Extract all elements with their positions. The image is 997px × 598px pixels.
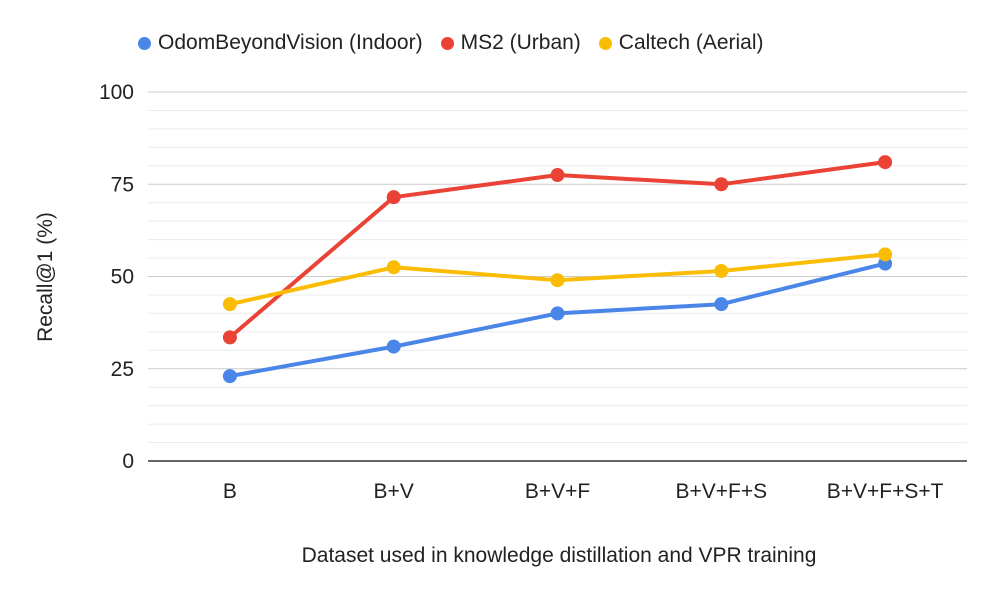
data-point: [386, 190, 401, 205]
y-tick-label: 25: [111, 358, 134, 381]
legend-label-ms2: MS2 (Urban): [460, 31, 581, 54]
data-point: [386, 260, 401, 275]
legend-item-caltech: Caltech (Aerial): [598, 30, 764, 56]
legend-label-odombeyondvision: OdomBeyondVision (Indoor): [158, 31, 423, 54]
x-tick-label: B+V+F+S+T: [827, 480, 944, 503]
legend-item-odombeyondvision: OdomBeyondVision (Indoor): [138, 30, 423, 56]
legend-marker-caltech: [598, 36, 612, 50]
data-point: [222, 369, 237, 384]
data-point: [222, 297, 237, 312]
legend-label-caltech: Caltech (Aerial): [618, 31, 764, 54]
y-tick-label: 50: [111, 266, 134, 289]
data-point: [878, 247, 893, 262]
series-lines: [222, 155, 893, 384]
x-tick-label: B+V+F: [525, 480, 590, 503]
data-point: [386, 339, 401, 354]
y-tick-label: 100: [99, 81, 134, 104]
x-axis-title: Dataset used in knowledge distillation a…: [302, 544, 817, 567]
series-2: [222, 155, 893, 345]
data-point: [550, 273, 565, 288]
chart-legend: OdomBeyondVision (Indoor) MS2 (Urban) Ca…: [138, 30, 764, 56]
legend-item-ms2: MS2 (Urban): [440, 30, 581, 56]
y-axis-title: Recall@1 (%): [34, 212, 57, 342]
y-tick-label: 75: [111, 173, 134, 196]
gridlines: [148, 91, 967, 444]
data-point: [714, 263, 729, 278]
data-point: [714, 297, 729, 312]
x-tick-label: B: [223, 480, 237, 503]
data-point: [222, 330, 237, 345]
tick-labels: 0 25 50 75 100 B B+V B+V+F B+V+F+S B+V+F+S+T: [99, 81, 944, 503]
data-point: [550, 168, 565, 183]
legend-marker-ms2: [440, 36, 454, 50]
y-tick-label: 0: [122, 450, 134, 473]
x-tick-label: B+V: [374, 480, 414, 503]
data-point: [714, 177, 729, 192]
x-tick-label: B+V+F+S: [675, 480, 767, 503]
series-3: [222, 247, 893, 312]
data-point: [878, 155, 893, 170]
data-point: [550, 306, 565, 321]
legend-marker-odombeyondvision: [138, 36, 151, 50]
